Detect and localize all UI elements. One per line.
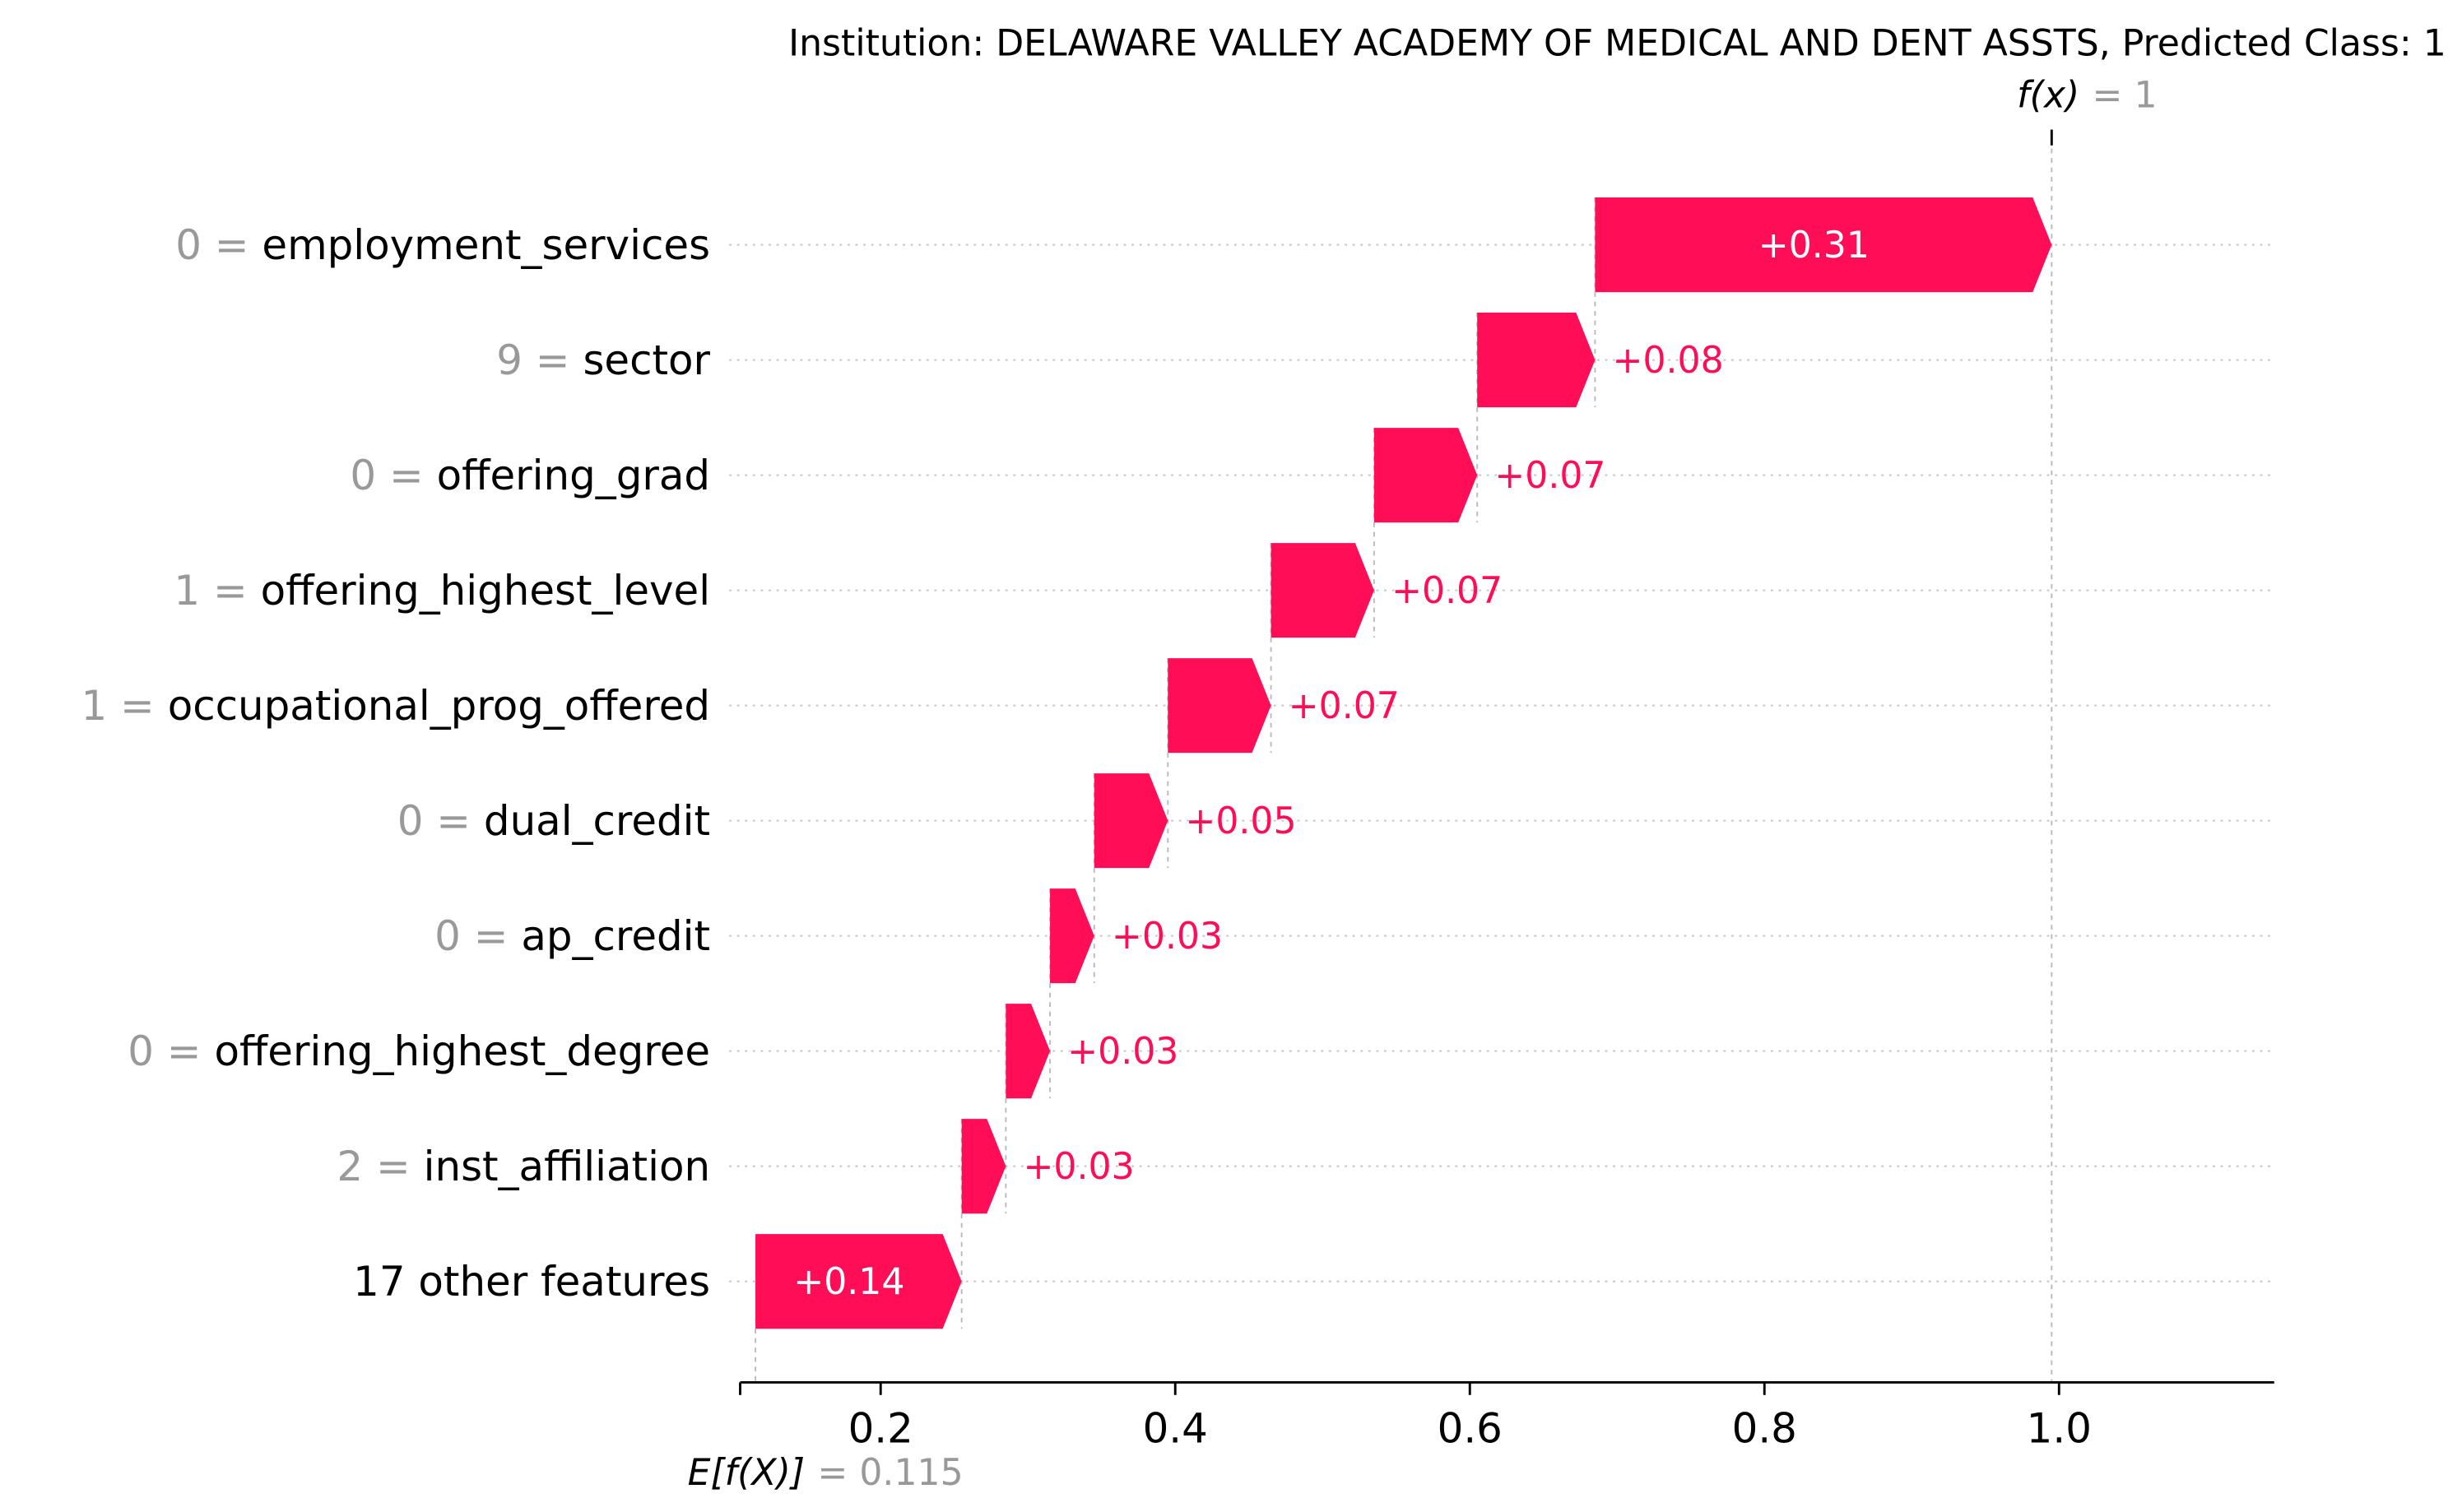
feature-label: 17 other features (353, 1258, 710, 1306)
equals-sign: = (363, 1143, 423, 1190)
equals-sign: = (523, 336, 583, 384)
bar (961, 1119, 1006, 1214)
feature-value: 0 (397, 797, 424, 845)
x-tick-label: 0.2 (848, 1404, 913, 1452)
bar-value-label: +0.07 (1289, 685, 1400, 727)
feature-label: 0 = offering_highest_degree (128, 1027, 710, 1075)
feature-label: 1 = occupational_prog_offered (81, 682, 710, 730)
feature-value: 2 (337, 1143, 363, 1190)
feature-name: offering_highest_degree (214, 1027, 710, 1075)
feature-label: 2 = inst_affiliation (337, 1143, 710, 1190)
output-label-name: f(x) (2017, 75, 2079, 117)
x-tick-label: 0.8 (1732, 1404, 1797, 1452)
base-label-name: E[f(X)] (688, 1452, 805, 1494)
bar-value-label: +0.14 (793, 1261, 904, 1303)
feature-label: 0 = ap_credit (434, 912, 710, 960)
equals-sign: = (376, 452, 436, 499)
bar (1006, 1004, 1051, 1099)
equals-sign: = (154, 1027, 214, 1075)
feature-label: 0 = offering_grad (350, 452, 710, 499)
bar-value-label: +0.03 (1067, 1031, 1178, 1073)
feature-label: 0 = dual_credit (397, 797, 710, 845)
feature-value: 0 (350, 452, 376, 499)
feature-name: offering_highest_level (261, 567, 710, 615)
bar (1050, 888, 1094, 984)
x-tick-label: 0.6 (1438, 1404, 1503, 1452)
x-tick-label: 1.0 (2027, 1404, 2092, 1452)
bar-value-label: +0.03 (1023, 1146, 1134, 1188)
bar (1477, 313, 1596, 408)
x-tick-label: 0.4 (1143, 1404, 1208, 1452)
base-label-value: = 0.115 (817, 1452, 963, 1494)
output-value-label: f(x) = 1 (2017, 75, 2157, 117)
bars (755, 197, 2052, 1329)
feature-name: ap_credit (521, 912, 710, 960)
feature-labels: +0.31 0 = employment_services +0.08 9 = sec… (81, 221, 1869, 1306)
bar (1595, 197, 2052, 293)
bar-value-label: +0.08 (1613, 340, 1724, 382)
output-label-value: = 1 (2093, 75, 2158, 117)
feature-value: 9 (496, 336, 523, 384)
equals-sign: = (200, 567, 260, 615)
feature-label: 9 = sector (496, 336, 710, 384)
feature-value: 0 (434, 912, 461, 960)
feature-name: inst_affiliation (424, 1143, 710, 1190)
bar (1168, 658, 1271, 754)
x-axis: 0.2 0.4 0.6 0.8 1.0 E[f(X)] = 0.115 f(x) = 1 (688, 75, 2274, 1494)
feature-name: offering_grad (437, 452, 710, 499)
feature-label: 1 = offering_highest_level (174, 567, 710, 615)
chart-title: Institution: DELAWARE VALLEY ACADEMY OF … (788, 22, 2446, 64)
equals-sign: = (107, 682, 167, 730)
feature-name: 17 other features (353, 1258, 710, 1306)
bar-value-label: +0.07 (1494, 455, 1605, 497)
feature-name: employment_services (262, 221, 710, 269)
bar (1270, 543, 1374, 638)
bar (755, 1234, 962, 1329)
feature-value: 0 (128, 1027, 154, 1075)
feature-label: 0 = employment_services (175, 221, 710, 269)
feature-name: sector (583, 336, 710, 384)
feature-name: dual_credit (484, 797, 710, 845)
connector-lines (755, 129, 2053, 1383)
bar (1094, 773, 1168, 869)
bar-value-label: +0.07 (1391, 570, 1503, 612)
bar-value-label: +0.03 (1112, 916, 1223, 958)
feature-value: 1 (174, 567, 200, 615)
equals-sign: = (423, 797, 483, 845)
feature-name: occupational_prog_offered (168, 682, 710, 730)
bar-value-label: +0.05 (1185, 800, 1296, 842)
feature-value: 1 (81, 682, 107, 730)
feature-value: 0 (175, 221, 202, 269)
equals-sign: = (461, 912, 521, 960)
base-value-label: E[f(X)] = 0.115 (688, 1452, 964, 1494)
bar-value-label: +0.31 (1758, 225, 1870, 267)
bar (1373, 428, 1478, 523)
equals-sign: = (202, 221, 262, 269)
